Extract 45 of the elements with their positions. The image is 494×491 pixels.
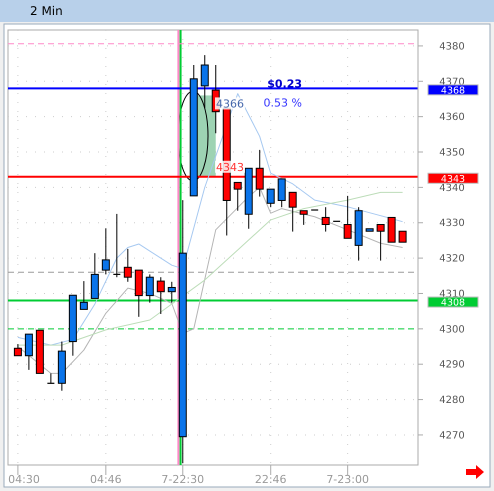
y-tick-label: 4320: [439, 254, 465, 265]
x-tick-label: 04:46: [90, 473, 122, 486]
y-tick-label: 4330: [439, 218, 465, 230]
candlestick: [102, 228, 110, 275]
candlestick: [168, 281, 176, 304]
x-tick-label: 22:46: [254, 473, 287, 486]
y-tick-label: 4310: [439, 288, 465, 300]
candlestick: [46, 372, 55, 384]
y-tick-label: 4340: [439, 182, 465, 194]
x-tick-label: 04:30: [8, 473, 40, 486]
ref-line-label: 4343: [440, 174, 466, 185]
candlestick: [288, 192, 297, 232]
y-tick-label: 4270: [439, 430, 465, 442]
line-series: [17, 192, 404, 346]
candlestick: [376, 224, 385, 262]
candlestick: [14, 344, 22, 356]
y-tick-label: 4290: [439, 360, 465, 371]
ref-line-label: 4308: [440, 298, 466, 309]
candlestick: [234, 182, 242, 212]
candlestick: [398, 230, 407, 243]
x-tick-label: 7-23:00: [326, 473, 369, 486]
y-tick-label: 4280: [439, 395, 465, 406]
x-tick-label: 7-22:30: [161, 473, 204, 486]
candlestick: [266, 188, 275, 208]
candlestick: [200, 54, 209, 109]
candlestick: [24, 334, 33, 370]
line-series: [17, 93, 404, 346]
candlestick: [124, 248, 132, 282]
chart-title: 2 Min: [30, 4, 63, 18]
ref-line-label: 4368: [440, 85, 466, 96]
candlestick: [146, 274, 154, 304]
candlestick: [344, 195, 352, 239]
candlestick: [300, 210, 308, 226]
annotation: 4366: [216, 97, 244, 110]
candlestick: [80, 280, 88, 310]
annotation: 0.53 %: [264, 96, 302, 110]
candlestick: [278, 178, 286, 208]
annotation: $0.23: [267, 77, 302, 90]
y-tick-label: 4380: [439, 41, 465, 52]
candlestick: [322, 206, 330, 232]
y-tick-label: 4300: [439, 324, 465, 336]
y-tick-label: 4360: [439, 112, 465, 124]
y-tick-label: 4350: [439, 148, 465, 159]
candlestick: [156, 276, 165, 314]
annotation: 4343: [216, 160, 244, 174]
